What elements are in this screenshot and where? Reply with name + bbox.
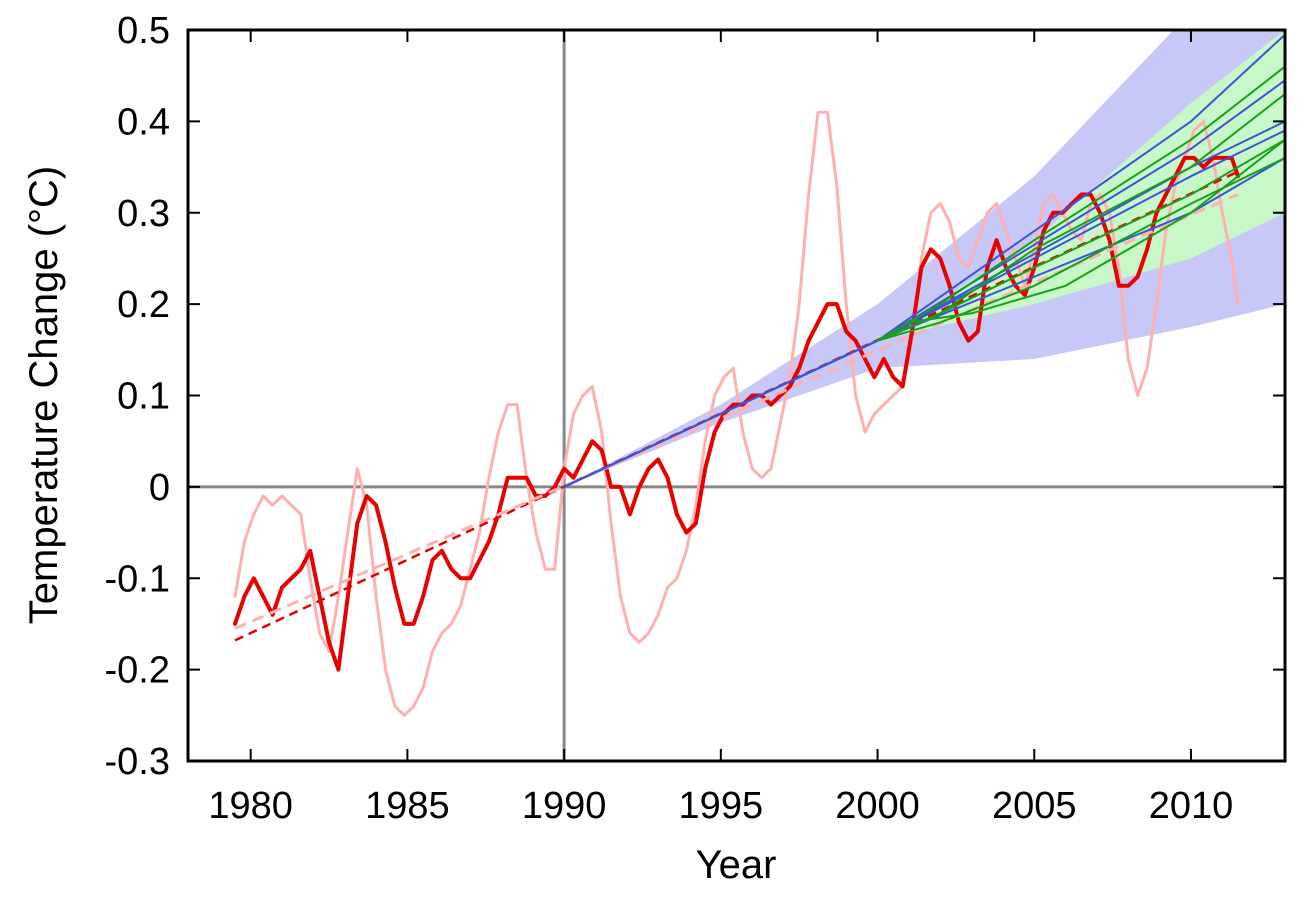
y-tick-label: 0.5	[117, 10, 170, 52]
y-tick-label: 0.3	[117, 193, 170, 235]
x-axis-ticks: 1980 1985 1990 1995 2000 2005 2010	[208, 30, 1233, 827]
y-tick-label: 0.2	[117, 284, 170, 326]
y-tick-label: -0.1	[105, 558, 170, 600]
projection-bands	[564, 30, 1285, 487]
y-tick-label: 0.1	[117, 376, 170, 418]
series-line-8	[563, 156, 1285, 488]
x-tick-label: 1985	[365, 785, 450, 827]
x-tick-label: 1980	[208, 785, 293, 827]
x-tick-label: 2010	[1149, 785, 1234, 827]
reference-lines	[188, 30, 1285, 761]
x-tick-label: 1995	[679, 785, 764, 827]
y-tick-label: 0.4	[117, 101, 170, 143]
y-tick-label: -0.3	[105, 741, 170, 783]
x-tick-label: 2005	[992, 785, 1077, 827]
series-line-9	[876, 65, 1285, 342]
series-line-13	[876, 138, 1285, 342]
data-series	[233, 33, 1285, 717]
projection-band-1	[877, 30, 1285, 341]
x-tick-label: 1990	[522, 785, 607, 827]
projection-band-0	[564, 30, 1285, 487]
y-tick-label: -0.2	[105, 650, 170, 692]
x-axis-label: Year	[696, 843, 777, 887]
y-axis-label: Temperature Change (°C)	[22, 166, 66, 624]
y-tick-label: 0	[149, 467, 170, 509]
series-line-3	[234, 193, 1239, 630]
x-tick-label: 2000	[835, 785, 920, 827]
series-line-11	[876, 138, 1285, 342]
y-axis-ticks: -0.3 -0.2 -0.1 0 0.1 0.2 0.3 0.4 0.5	[105, 10, 1285, 783]
